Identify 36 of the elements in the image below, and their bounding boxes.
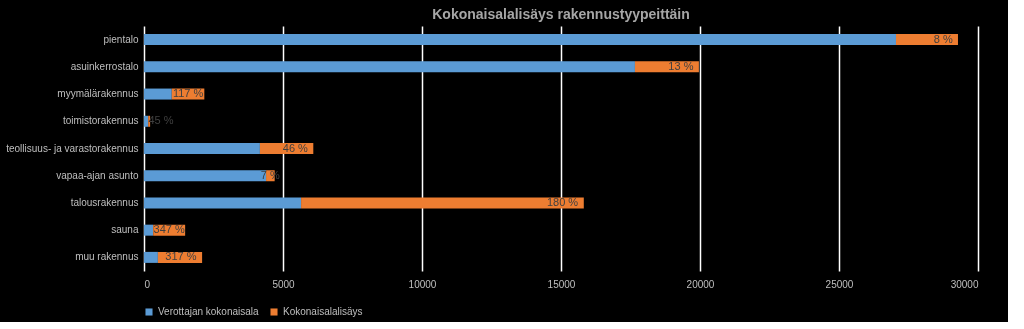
bar xyxy=(144,224,154,236)
legend-label: Verottajan kokonaisala xyxy=(158,306,260,317)
y-tick-label: teollisuus- ja varastorakennus xyxy=(6,142,139,154)
annotation: 347 % xyxy=(153,223,185,236)
bar xyxy=(144,170,267,182)
y-tick-label: vapaa-ajan asunto xyxy=(56,169,139,181)
bar xyxy=(301,197,584,209)
bar xyxy=(144,143,260,154)
annotation: 117 % xyxy=(172,87,204,100)
x-tick-label: 5000 xyxy=(272,278,296,290)
bar xyxy=(144,115,149,127)
y-tick-label: asuinkerrostalo xyxy=(70,60,139,72)
x-tick-label: 20000 xyxy=(686,278,715,290)
annotation: 13 % xyxy=(668,59,694,72)
bar xyxy=(144,34,896,46)
annotation: 46 % xyxy=(282,141,309,154)
y-tick-label: toimistorakennus xyxy=(62,115,139,127)
y-tick-label: pientalo xyxy=(103,33,139,45)
annotation: 180 % xyxy=(546,195,579,208)
bar xyxy=(144,61,635,73)
x-tick-label: 30000 xyxy=(950,278,979,290)
x-tick-label: 15000 xyxy=(547,278,576,290)
y-tick-label: sauna xyxy=(111,224,139,236)
y-tick-label: talousrakennus xyxy=(70,196,139,208)
legend-label: Kokonaisalalisäys xyxy=(283,306,363,317)
x-tick-label: 0 xyxy=(144,278,151,290)
y-tick-label: muu rakennus xyxy=(75,251,139,263)
annotation: 317 % xyxy=(165,250,197,263)
annotation: 8 % xyxy=(933,32,953,45)
y-tick-label: myymälärakennus xyxy=(57,88,139,100)
chart-title: Kokonaisalalisäys rakennustyypeittäin xyxy=(432,6,690,22)
bar xyxy=(144,88,172,100)
x-tick-label: 10000 xyxy=(408,278,437,290)
x-tick-label: 25000 xyxy=(825,278,854,290)
bar xyxy=(144,251,158,263)
bar xyxy=(144,197,302,209)
